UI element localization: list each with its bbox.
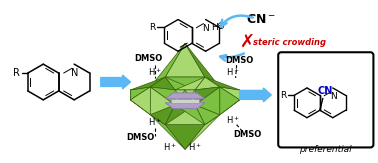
Polygon shape [195, 77, 220, 95]
Text: N: N [71, 68, 79, 78]
Text: H: H [211, 22, 218, 31]
Polygon shape [165, 125, 205, 149]
Polygon shape [150, 77, 175, 90]
Text: H$^+$: H$^+$ [188, 142, 202, 153]
Text: DMSO: DMSO [225, 56, 254, 65]
Text: H$^+$: H$^+$ [226, 66, 240, 78]
FancyBboxPatch shape [278, 52, 373, 147]
Text: ⊕: ⊕ [216, 21, 225, 30]
Polygon shape [130, 100, 165, 125]
Text: DMSO: DMSO [233, 130, 262, 139]
Text: N: N [330, 92, 337, 101]
Text: R: R [149, 23, 155, 32]
Polygon shape [165, 93, 205, 99]
Polygon shape [165, 77, 195, 90]
Text: H$^+$: H$^+$ [148, 116, 162, 127]
FancyArrow shape [240, 88, 271, 102]
Text: H$^+$: H$^+$ [148, 66, 162, 78]
Text: CN$^-$: CN$^-$ [246, 13, 276, 26]
Polygon shape [150, 87, 175, 105]
Polygon shape [130, 77, 165, 90]
Polygon shape [150, 43, 185, 87]
Text: preferential: preferential [299, 145, 352, 154]
FancyArrow shape [101, 75, 130, 89]
Polygon shape [130, 90, 175, 125]
Polygon shape [195, 87, 220, 105]
Polygon shape [185, 115, 220, 149]
Polygon shape [195, 100, 240, 125]
Polygon shape [195, 77, 220, 90]
Polygon shape [130, 87, 150, 115]
Polygon shape [165, 103, 205, 109]
Text: CN: CN [317, 86, 333, 96]
Polygon shape [130, 87, 150, 115]
Text: H$^+$: H$^+$ [226, 114, 240, 126]
Text: R: R [280, 91, 286, 100]
Polygon shape [205, 100, 240, 125]
Text: H$^+$: H$^+$ [163, 142, 177, 153]
Text: steric crowding: steric crowding [253, 38, 325, 47]
Text: N: N [202, 24, 209, 33]
Text: DMSO: DMSO [134, 54, 163, 63]
Polygon shape [165, 43, 205, 77]
Polygon shape [175, 90, 195, 105]
Polygon shape [130, 100, 175, 125]
Polygon shape [165, 77, 205, 95]
Polygon shape [175, 105, 205, 125]
Polygon shape [130, 87, 150, 100]
Polygon shape [150, 105, 175, 125]
Polygon shape [150, 77, 175, 95]
Polygon shape [195, 87, 220, 115]
Polygon shape [220, 87, 240, 100]
Polygon shape [150, 115, 185, 149]
Polygon shape [195, 105, 220, 125]
Polygon shape [220, 87, 240, 115]
Polygon shape [205, 77, 240, 90]
Polygon shape [165, 105, 195, 125]
Text: ✗: ✗ [240, 33, 255, 51]
Polygon shape [171, 99, 199, 103]
Polygon shape [175, 77, 205, 90]
Text: DMSO: DMSO [126, 133, 155, 142]
Polygon shape [175, 90, 195, 105]
Polygon shape [165, 105, 205, 125]
Polygon shape [220, 87, 240, 115]
Text: R: R [13, 68, 20, 78]
Polygon shape [150, 87, 175, 115]
Polygon shape [185, 43, 220, 87]
